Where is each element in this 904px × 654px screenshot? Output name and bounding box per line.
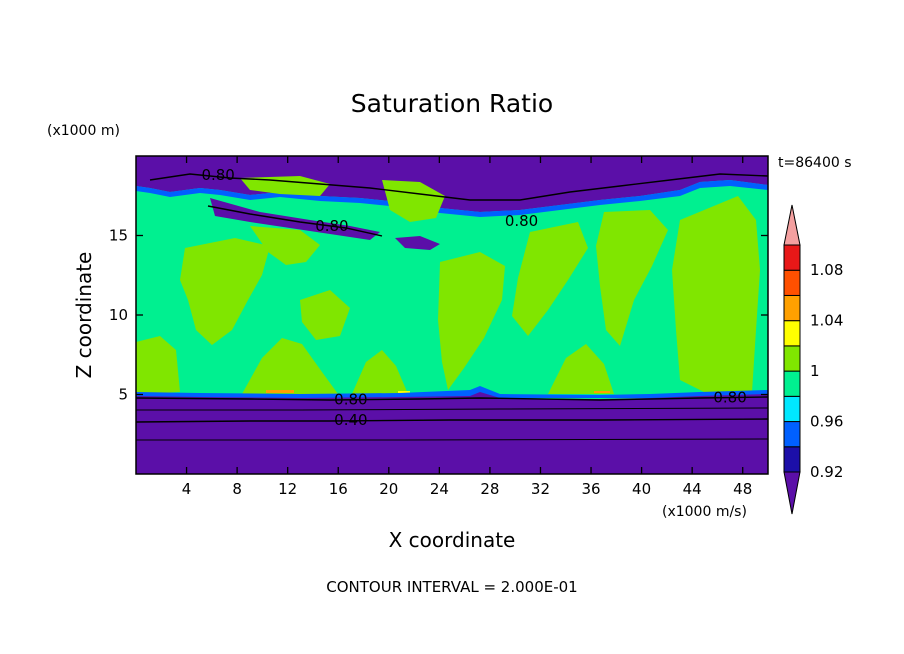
- colorbar-label: 1.08: [810, 261, 843, 279]
- colorbar-swatch: [783, 345, 801, 372]
- warm-streak-1: [266, 390, 294, 393]
- supersat-patch-11: [352, 350, 408, 394]
- warm-streak-3: [594, 391, 610, 393]
- cloud-base-fringe: [136, 386, 768, 398]
- y-axis-ticks: 5 10 15: [109, 227, 768, 404]
- x-axis-label: X coordinate: [389, 528, 516, 552]
- supersat-patch-13: [300, 290, 350, 340]
- x-tick-label: 8: [232, 480, 242, 498]
- supersat-patch-9: [136, 336, 180, 394]
- colorbar-swatch: [783, 294, 801, 322]
- supersat-patch-4: [382, 180, 445, 222]
- x-tick-label: 44: [683, 480, 702, 498]
- x-tick-label: 36: [581, 480, 600, 498]
- contour-label: 0.40: [334, 411, 367, 429]
- y-unit-label: (x1000 m): [47, 123, 120, 139]
- lower-dry-region: [136, 392, 768, 474]
- contour-labels: 0.80 0.80 0.80 0.80 0.40 0.80: [201, 166, 746, 429]
- colorbar-swatch: [783, 395, 801, 423]
- supersat-patch-5: [438, 252, 505, 390]
- x-tick-label: 32: [531, 480, 550, 498]
- contour-line-upper: [149, 173, 768, 201]
- x-tick-label: 12: [278, 480, 297, 498]
- upper-dry-band: [210, 198, 380, 240]
- time-label: t=86400 s: [778, 155, 852, 171]
- colorbar-min-extension: [783, 471, 801, 515]
- colorbar-label: 0.96: [810, 413, 843, 431]
- x-tick-label: 4: [182, 480, 192, 498]
- x-axis-ticks: 4 8 12 16 20 24 28 32 36 40 44 48: [182, 156, 752, 498]
- upper-blue-fringe: [136, 180, 768, 217]
- colorbar-label: 1.04: [810, 312, 843, 330]
- x-tick-label: 28: [480, 480, 499, 498]
- supersat-patch-10: [242, 338, 338, 394]
- contour-label: 0.80: [334, 390, 367, 408]
- y-tick-label: 10: [109, 306, 128, 324]
- x-tick-label: 16: [329, 480, 348, 498]
- contour-label: 0.80: [505, 212, 538, 230]
- supersat-patch-12: [548, 344, 614, 394]
- contour-label: 0.80: [201, 166, 234, 184]
- y-tick-label: 5: [118, 386, 128, 404]
- contour-label: 0.80: [315, 217, 348, 235]
- upper-dry-patch: [395, 236, 440, 250]
- colorbar-swatch: [783, 370, 801, 397]
- contour-line-low: [136, 418, 768, 423]
- contour-interval-note: CONTOUR INTERVAL = 2.000E-01: [326, 578, 577, 596]
- colorbar-label: 1: [810, 362, 820, 380]
- y-axis-label: Z coordinate: [72, 252, 96, 379]
- colorbar-swatch: [783, 421, 801, 448]
- y-tick-label: 15: [109, 227, 128, 245]
- supersat-patch-2: [180, 238, 270, 345]
- colorbar-swatch: [783, 269, 801, 296]
- warm-streak-2: [398, 391, 410, 393]
- colorbar: 0.92 0.96 1 1.04 1.08: [783, 204, 843, 515]
- supersat-patch-1: [240, 176, 330, 196]
- colorbar-label: 0.92: [810, 463, 843, 481]
- contour-label: 0.80: [713, 389, 746, 407]
- x-tick-label: 24: [430, 480, 449, 498]
- x-unit-label: (x1000 m/s): [662, 504, 747, 520]
- colorbar-swatch: [783, 446, 801, 473]
- contour-line-upper-2: [207, 205, 383, 237]
- x-tick-label: 48: [733, 480, 752, 498]
- upper-dry-region: [136, 156, 768, 212]
- x-tick-label: 40: [632, 480, 651, 498]
- colorbar-swatch: [783, 320, 801, 347]
- plot-area: 0.80 0.80 0.80 0.80 0.40 0.80: [136, 156, 768, 474]
- colorbar-max-extension: [783, 204, 801, 246]
- supersat-patch-8: [672, 196, 760, 396]
- colorbar-swatch: [783, 244, 801, 271]
- contour-line-mid: [136, 407, 768, 411]
- supersat-patch-7: [596, 210, 668, 346]
- supersat-patch-6: [512, 222, 588, 336]
- contour-line-base: [136, 396, 768, 401]
- chart-title: Saturation Ratio: [351, 89, 553, 118]
- x-tick-label: 20: [379, 480, 398, 498]
- supersat-patch-3: [250, 226, 320, 265]
- contour-line-bottom: [136, 438, 768, 441]
